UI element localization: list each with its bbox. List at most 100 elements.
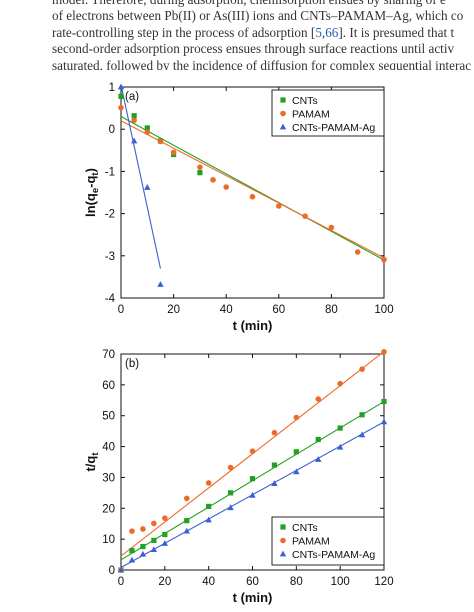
data-point [210,177,216,183]
paper-text: model. Therefore, during adsorption, che… [0,0,474,70]
paper-line: saturated, followed by the incidence of … [52,57,472,70]
legend-marker [280,537,286,544]
chart-b: 0 20 40 60 80 100 120 0 10 20 30 40 50 60 70 (b) t (min)… [83,349,394,605]
legend-marker [279,550,287,557]
y-tick-label: -1 [105,166,115,178]
y-axis-title: ln(qe-qt) [83,168,101,217]
data-point [315,436,321,443]
data-point [249,448,256,455]
data-point [151,537,157,543]
data-point [157,138,164,145]
y-tick-label: 30 [102,472,115,484]
data-point [197,164,203,170]
data-point [161,540,169,546]
data-point [381,256,387,263]
y-axis-title: t/qt [83,452,101,472]
data-point [354,249,361,255]
data-point [130,137,138,144]
data-point [131,117,137,124]
data-point [337,425,343,431]
x-tick-label: 20 [167,304,180,316]
y-tick-label: 10 [102,534,115,546]
x-tick-label: 40 [220,304,233,316]
legend-label: CNTs-PAMAM-Ag [292,549,375,561]
fit-line [120,84,161,269]
paper-line: rate-controlling step in the process of … [52,25,474,41]
y-tick-label: 40 [102,442,115,454]
y-tick-label: 50 [102,411,115,423]
x-tick-label: 100 [374,304,393,316]
data-point [140,526,146,532]
panel-label: (a) [125,91,139,103]
data-point [205,480,212,486]
data-point [249,193,256,200]
data-point [117,566,125,573]
citation-link[interactable]: 66 [325,24,339,40]
paper-line-text: ]. It is presumed that t [338,24,455,40]
data-point [271,462,278,468]
data-point [381,349,387,355]
data-point [381,398,387,405]
data-point [183,527,190,534]
x-tick-label: 0 [118,304,124,316]
data-point [144,129,151,135]
data-point [131,113,137,119]
x-tick-label: 120 [374,576,393,588]
fit-line [120,116,385,261]
data-point [151,520,157,527]
y-tick-label: 1 [109,82,115,94]
panel-label: (b) [125,358,139,370]
x-tick-label: 20 [158,576,171,588]
data-point [197,170,203,176]
paper-line: second-order adsorption process ensues t… [52,41,455,57]
data-point [249,491,256,498]
data-point [227,504,234,511]
data-point [206,503,212,510]
x-tick-label: 60 [246,576,259,588]
data-point [302,213,308,219]
data-point [359,412,365,418]
chart-a: 0 20 40 60 80 100 -4 -3 -2 -1 0 1 (a) t (min) ln(qe-qt… [83,82,394,333]
data-point [336,443,344,450]
data-point [129,547,135,554]
data-point [162,531,168,538]
x-axis-title: t (min) [233,590,273,605]
legend-box [271,516,385,566]
data-point [337,380,343,387]
data-point [157,281,164,287]
data-point [276,203,282,209]
x-tick-label: 60 [272,304,285,316]
data-point [183,495,190,502]
paper-line-text: rate-controlling step in the process of … [52,24,316,40]
data-point [293,468,300,475]
data-point [118,104,124,111]
y-tick-label: -4 [105,293,116,305]
fit-line [120,120,385,259]
x-tick-label: 0 [118,576,124,588]
plot-frame [120,86,385,299]
citation-link[interactable]: 5 [315,24,322,40]
data-point [315,456,322,462]
data-point [380,418,388,425]
y-tick-label: 60 [102,380,115,392]
data-point [139,550,147,557]
data-point [205,516,212,523]
paper-line: of electrons between Pb(II) or As(III) i… [52,8,464,24]
legend-marker [280,97,286,103]
y-tick-label: 0 [109,565,115,577]
data-point [249,476,256,482]
legend-label: CNTs-PAMAM-Ag [292,122,375,134]
data-point [227,464,234,471]
legend-label: CNTs [292,522,318,534]
y-tick-label: -3 [105,251,115,263]
data-point [162,515,168,521]
data-point [117,83,125,90]
x-axis-title: t (min) [233,318,273,333]
data-point [271,480,278,486]
data-point [144,184,151,190]
data-point [328,224,335,231]
data-point [140,543,146,550]
x-tick-label: 100 [331,576,350,588]
x-tick-label: 80 [290,576,303,588]
